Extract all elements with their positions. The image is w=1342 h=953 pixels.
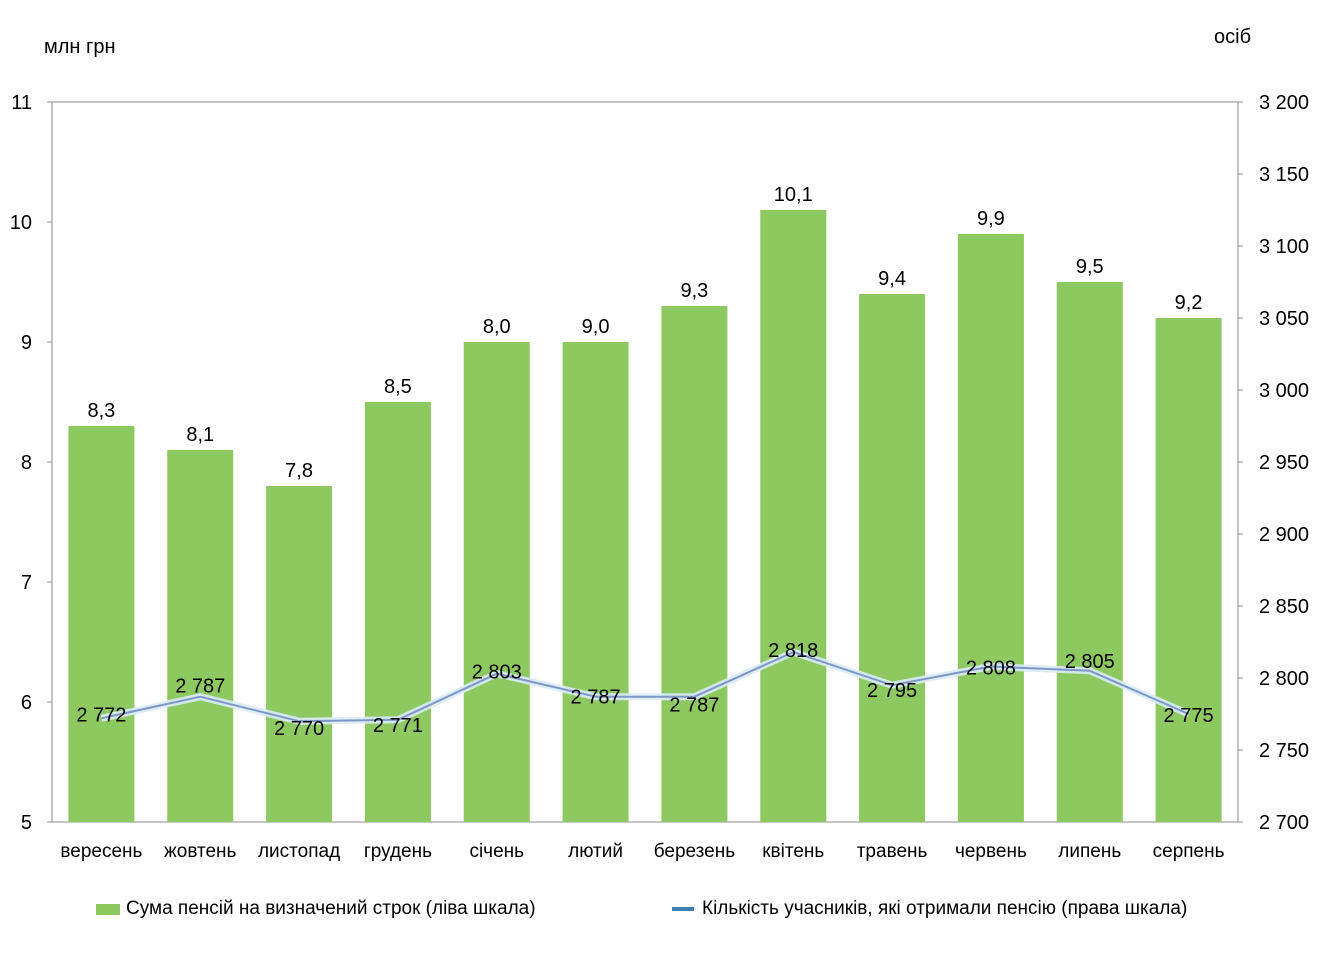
left-axis-unit: млн грн — [44, 36, 116, 58]
line-value-label: 2 775 — [1164, 705, 1214, 727]
x-axis-tick-label: лютий — [568, 841, 623, 862]
bar-value-label: 9,4 — [878, 268, 906, 290]
line-value-label: 2 818 — [768, 640, 818, 662]
bar-value-label: 9,5 — [1076, 256, 1104, 278]
right-axis-tick-label: 3 100 — [1259, 236, 1309, 258]
right-axis-tick-label: 3 200 — [1259, 92, 1309, 114]
x-axis-tick-label: березень — [654, 841, 736, 862]
bar — [1155, 318, 1222, 822]
x-axis-tick-label: квітень — [762, 841, 824, 862]
right-axis-tick-label: 2 800 — [1259, 668, 1309, 690]
legend-line-swatch — [672, 907, 694, 911]
line-value-label: 2 771 — [373, 715, 423, 737]
bar-value-label: 8,3 — [88, 400, 116, 422]
bar-value-label: 9,0 — [582, 316, 610, 338]
bar — [266, 486, 333, 822]
legend-item-bars: Сума пенсій на визначений строк (ліва шк… — [96, 898, 536, 920]
bar — [364, 402, 431, 822]
legend-line-label: Кількість учасників, які отримали пенсію… — [702, 898, 1188, 919]
legend-item-line: Кількість учасників, які отримали пенсію… — [672, 898, 1187, 920]
x-axis-tick-label: грудень — [364, 841, 432, 862]
right-axis-tick-label: 2 850 — [1259, 596, 1309, 618]
right-axis-tick-label: 3 000 — [1259, 380, 1309, 402]
bar-value-label: 8,1 — [186, 424, 214, 446]
right-axis-tick-label: 3 150 — [1259, 164, 1309, 186]
right-axis-tick-label: 2 950 — [1259, 452, 1309, 474]
right-axis-tick-label: 2 700 — [1259, 812, 1309, 834]
bar — [1056, 282, 1123, 822]
bar — [957, 234, 1024, 822]
x-axis-tick-label: листопад — [258, 841, 340, 862]
line-value-label: 2 795 — [867, 680, 917, 702]
left-axis-tick-label: 8 — [21, 452, 32, 474]
left-axis-tick-label: 5 — [21, 812, 32, 834]
bar-value-label: 10,1 — [774, 184, 813, 206]
bar-value-label: 8,0 — [483, 316, 511, 338]
line-value-label: 2 787 — [571, 687, 621, 709]
line-value-label: 2 803 — [472, 662, 522, 684]
x-axis-tick-label: червень — [955, 841, 1027, 862]
legend-bars-label: Сума пенсій на визначений строк (ліва шк… — [126, 898, 536, 919]
line-value-label: 2 787 — [175, 676, 225, 698]
left-axis-tick-label: 10 — [10, 212, 32, 234]
right-axis-tick-label: 2 900 — [1259, 524, 1309, 546]
series-line-glow — [100, 648, 1191, 725]
x-axis-tick-label: травень — [857, 841, 928, 862]
bar — [562, 342, 629, 822]
bar-value-label: 9,9 — [977, 208, 1005, 230]
bar — [68, 426, 135, 822]
bar — [760, 210, 827, 822]
right-axis-tick-label: 2 750 — [1259, 740, 1309, 762]
bar — [167, 450, 234, 822]
bar — [661, 306, 728, 822]
left-axis-tick-label: 6 — [21, 692, 32, 714]
line-value-label: 2 772 — [76, 704, 126, 726]
x-axis-tick-label: липень — [1058, 841, 1121, 862]
left-axis-tick-label: 7 — [21, 572, 32, 594]
bar — [463, 342, 530, 822]
right-axis-unit: осіб — [1214, 26, 1252, 48]
line-value-label: 2 808 — [966, 657, 1016, 679]
x-axis-tick-label: жовтень — [164, 841, 237, 862]
bar — [859, 294, 926, 822]
x-axis-tick-label: серпень — [1153, 841, 1225, 862]
bar-value-label: 8,5 — [384, 376, 412, 398]
right-axis-tick-label: 3 050 — [1259, 308, 1309, 330]
bar-value-label: 7,8 — [285, 460, 313, 482]
line-value-label: 2 787 — [669, 695, 719, 717]
line-value-label: 2 770 — [274, 718, 324, 740]
x-axis-tick-label: січень — [469, 841, 524, 862]
left-axis-tick-label: 11 — [11, 92, 32, 114]
bar-value-label: 9,2 — [1175, 292, 1203, 314]
series-line — [101, 651, 1190, 723]
line-value-label: 2 805 — [1065, 651, 1115, 673]
left-axis-tick-label: 9 — [21, 332, 32, 354]
bar-value-label: 9,3 — [681, 280, 709, 302]
x-axis-tick-label: вересень — [60, 841, 142, 862]
legend-bar-swatch — [96, 903, 120, 915]
